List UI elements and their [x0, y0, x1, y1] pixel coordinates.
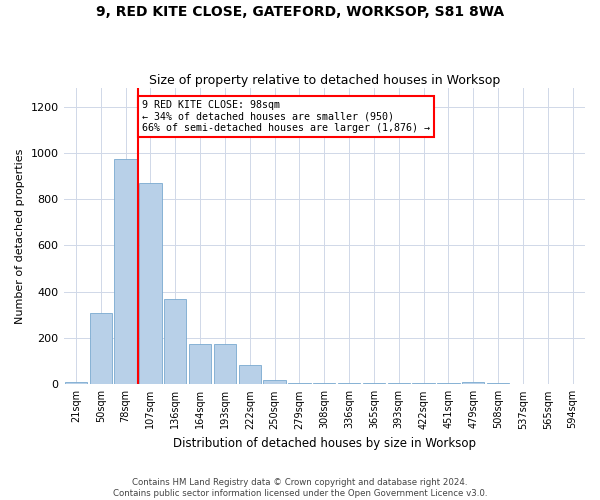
Bar: [214, 344, 236, 385]
X-axis label: Distribution of detached houses by size in Worksop: Distribution of detached houses by size …: [173, 437, 476, 450]
Bar: [164, 298, 187, 384]
Bar: [338, 383, 360, 384]
Bar: [139, 183, 161, 384]
Bar: [263, 380, 286, 384]
Bar: [288, 383, 311, 384]
Bar: [412, 383, 435, 384]
Bar: [313, 383, 335, 384]
Bar: [89, 312, 112, 384]
Bar: [363, 383, 385, 384]
Text: 9 RED KITE CLOSE: 98sqm
← 34% of detached houses are smaller (950)
66% of semi-d: 9 RED KITE CLOSE: 98sqm ← 34% of detache…: [142, 100, 430, 133]
Title: Size of property relative to detached houses in Worksop: Size of property relative to detached ho…: [149, 74, 500, 87]
Bar: [65, 382, 87, 384]
Bar: [487, 383, 509, 384]
Bar: [115, 158, 137, 384]
Bar: [239, 364, 261, 384]
Bar: [388, 383, 410, 384]
Bar: [462, 382, 484, 384]
Text: 9, RED KITE CLOSE, GATEFORD, WORKSOP, S81 8WA: 9, RED KITE CLOSE, GATEFORD, WORKSOP, S8…: [96, 5, 504, 19]
Y-axis label: Number of detached properties: Number of detached properties: [15, 148, 25, 324]
Text: Contains HM Land Registry data © Crown copyright and database right 2024.
Contai: Contains HM Land Registry data © Crown c…: [113, 478, 487, 498]
Bar: [189, 344, 211, 385]
Bar: [437, 383, 460, 384]
